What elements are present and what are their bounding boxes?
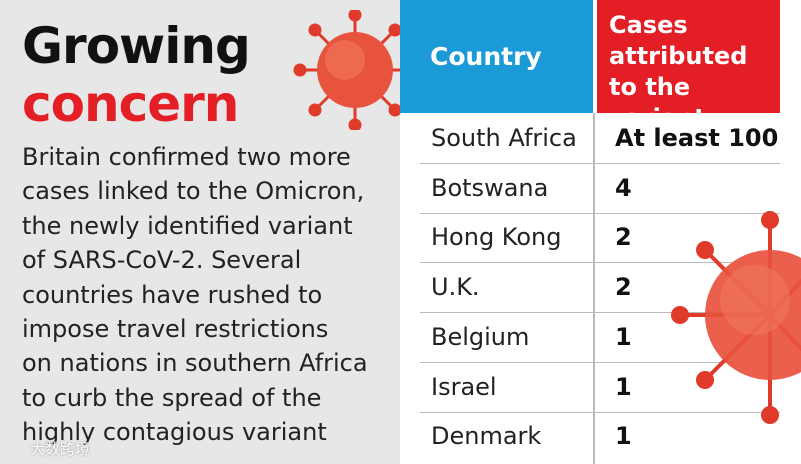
body-line: the newly identified variant (22, 211, 353, 240)
body-text: Britain confirmed two more cases linked t… (22, 140, 368, 450)
country: U.K. (431, 273, 480, 302)
watermark: 大数跨境 (30, 440, 91, 458)
virus-icon (671, 211, 801, 424)
title: concern (22, 75, 239, 133)
table-row: Belgium 1 (420, 313, 780, 363)
table-row: South Africa At least 100 (420, 114, 780, 164)
column-divider (593, 113, 595, 464)
case-count: 1 (615, 322, 632, 351)
country: Botswana (431, 173, 549, 202)
case-count: At least 100 (615, 124, 779, 152)
table-row: Hong Kong 2 (420, 213, 780, 264)
country: Belgium (431, 322, 530, 351)
case-count: 1 (615, 422, 632, 451)
virus-icon (293, 10, 417, 130)
country: Israel (431, 372, 497, 401)
case-count: 1 (615, 372, 632, 401)
body-line: to curb the spread of the (22, 383, 322, 412)
body-line: countries have rushed to (22, 280, 323, 309)
body-line: of SARS-CoV-2. Several (22, 246, 302, 275)
case-count: 2 (615, 223, 632, 252)
body-line: Britain confirmed two more (22, 143, 351, 171)
column-header: Cases attributed to the variant (597, 0, 780, 132)
body-line: cases linked to the Omicron, (22, 177, 365, 206)
country: Hong Kong (431, 223, 562, 252)
title: Growing (22, 17, 251, 75)
case-count: 4 (615, 173, 632, 202)
country: Denmark (431, 422, 542, 451)
table-row: Denmark 1 (420, 412, 780, 461)
case-count: 2 (615, 273, 632, 302)
body-line: highly contagious variant (22, 418, 327, 447)
body-line: impose travel restrictions (22, 315, 329, 344)
table-row: Israel 1 (420, 363, 780, 413)
body-line: on nations in southern Africa (22, 349, 368, 378)
table-row: Botswana 4 (420, 164, 780, 214)
country: South Africa (431, 124, 577, 152)
column-header: Country (400, 0, 593, 113)
table-row: U.K. 2 (420, 263, 780, 314)
